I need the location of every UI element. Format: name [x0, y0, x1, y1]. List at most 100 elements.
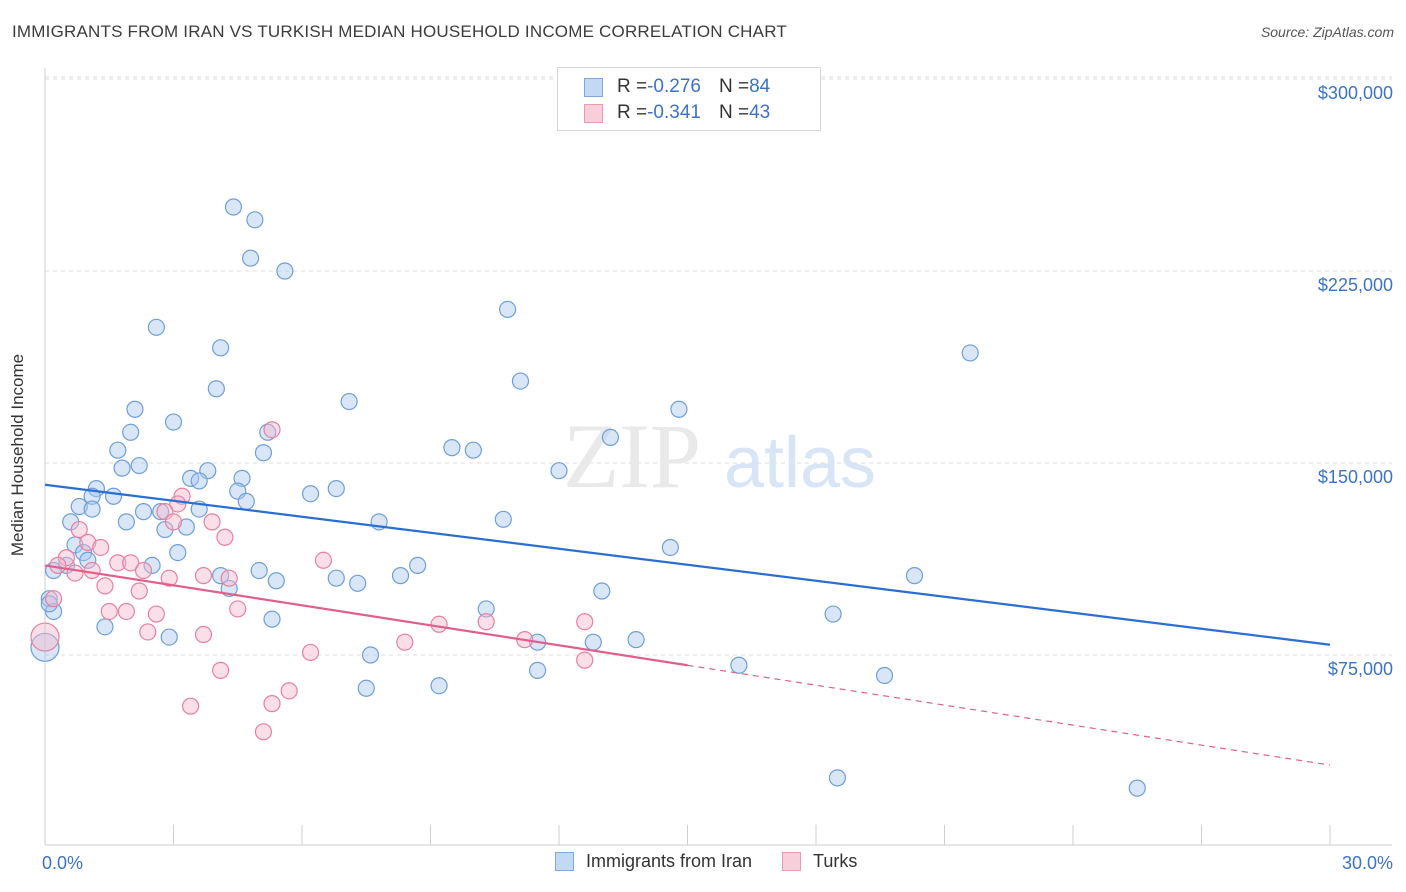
legend-swatch-iran: [584, 77, 603, 97]
legend-r-value: -0.341: [647, 102, 701, 123]
data-point-iran: [511, 372, 530, 390]
data-point-turks: [576, 613, 594, 631]
data-point-iran: [30, 632, 60, 662]
data-point-turks: [66, 564, 84, 582]
data-point-iran: [117, 513, 135, 531]
legend-swatch-iran: [555, 852, 574, 871]
data-point-iran: [40, 590, 58, 608]
data-point-turks: [92, 538, 110, 557]
data-point-iran: [143, 556, 161, 575]
data-point-iran: [528, 661, 547, 679]
legend-label-iran: Immigrants from Iran: [586, 851, 753, 871]
data-point-iran: [83, 500, 101, 518]
legend-row-iran: R = -0.276 N = 84: [584, 75, 770, 99]
data-point-turks: [301, 643, 320, 662]
data-point-iran: [246, 211, 264, 229]
data-point-iran: [327, 569, 345, 587]
watermark: ZIP atlas: [563, 405, 876, 507]
data-point-turks: [109, 554, 127, 572]
data-point-turks: [122, 554, 140, 572]
legend-n-label: N =: [718, 76, 750, 97]
data-point-iran: [96, 618, 114, 636]
data-point-iran: [828, 769, 847, 787]
data-point-turks: [134, 561, 153, 580]
data-point-turks: [100, 602, 118, 621]
axes: [44, 68, 1392, 846]
data-point-turks: [164, 513, 183, 531]
legend-r-label: R =: [617, 102, 648, 123]
data-point-turks: [70, 520, 88, 539]
data-point-iran: [464, 441, 482, 459]
data-point-turks: [30, 622, 60, 652]
data-point-iran: [301, 485, 320, 503]
data-point-turks: [182, 697, 200, 715]
data-point-turks: [203, 513, 221, 531]
correlation-legend: R = -0.276 N = 84 R = -0.341 N = 43: [557, 67, 821, 131]
watermark-atlas: atlas: [724, 423, 876, 503]
data-point-iran: [905, 567, 924, 585]
data-point-turks: [83, 561, 101, 580]
data-point-iran: [593, 582, 611, 600]
data-point-turks: [117, 602, 135, 621]
data-point-iran: [443, 439, 461, 457]
data-point-iran: [79, 551, 97, 569]
legend-row-turks: R = -0.341 N = 43: [584, 101, 770, 125]
data-point-iran: [340, 392, 358, 411]
data-point-turks: [49, 556, 67, 575]
data-point-iran: [494, 510, 512, 528]
data-point-iran: [177, 518, 195, 536]
trend-line-iran: [44, 483, 1331, 646]
data-point-iran: [190, 472, 208, 490]
y-tick-label: $300,000: [1318, 83, 1393, 103]
data-point-iran: [357, 679, 375, 697]
data-point-iran: [267, 572, 285, 590]
data-point-turks: [430, 615, 448, 633]
data-point-turks: [96, 577, 114, 595]
data-point-iran: [126, 400, 144, 418]
data-point-iran: [104, 487, 123, 505]
data-point-iran: [824, 605, 842, 623]
data-point-turks: [280, 682, 298, 700]
data-point-iran: [134, 503, 153, 521]
data-point-iran: [254, 444, 273, 462]
data-point-iran: [499, 300, 517, 318]
data-point-iran: [349, 574, 367, 592]
data-point-iran: [391, 567, 410, 585]
trend-line-turks: [44, 564, 688, 667]
data-point-turks: [477, 613, 495, 631]
x-tick-label: 0.0%: [42, 853, 83, 873]
source-credit: Source: ZipAtlas.com: [1260, 24, 1394, 40]
data-point-iran: [113, 459, 131, 477]
data-point-iran: [152, 503, 170, 521]
data-point-turks: [79, 533, 97, 551]
data-point-turks: [212, 661, 230, 679]
data-point-iran: [70, 497, 88, 516]
tick-labels: $75,000 $150,000 $225,000 $300,000 0.0% 30.0%: [42, 83, 1393, 873]
data-point-iran: [169, 543, 187, 562]
data-point-turks: [254, 723, 273, 741]
data-point-turks: [130, 582, 148, 600]
data-point-iran: [1128, 779, 1146, 797]
data-point-iran: [250, 561, 268, 580]
chart-title: IMMIGRANTS FROM IRAN VS TURKISH MEDIAN H…: [12, 22, 787, 41]
y-axis-label: Median Household Income: [8, 353, 27, 557]
data-point-iran: [237, 492, 255, 510]
data-point-turks: [220, 569, 238, 587]
data-point-iran: [160, 628, 178, 646]
data-point-turks: [194, 625, 213, 644]
data-point-iran: [207, 380, 225, 398]
data-point-iran: [550, 462, 568, 480]
data-point-iran: [263, 610, 281, 628]
data-point-turks: [263, 421, 281, 439]
data-point-iran: [83, 487, 101, 505]
data-point-iran: [147, 318, 165, 336]
data-point-iran: [122, 423, 140, 441]
data-point-iran: [584, 633, 602, 651]
data-point-turks: [44, 590, 63, 608]
watermark-zip: ZIP: [563, 405, 701, 507]
data-point-turks: [263, 695, 281, 713]
x-tick-label: 30.0%: [1342, 853, 1393, 873]
legend-swatch-turks: [782, 852, 802, 871]
data-point-iran: [242, 249, 260, 267]
